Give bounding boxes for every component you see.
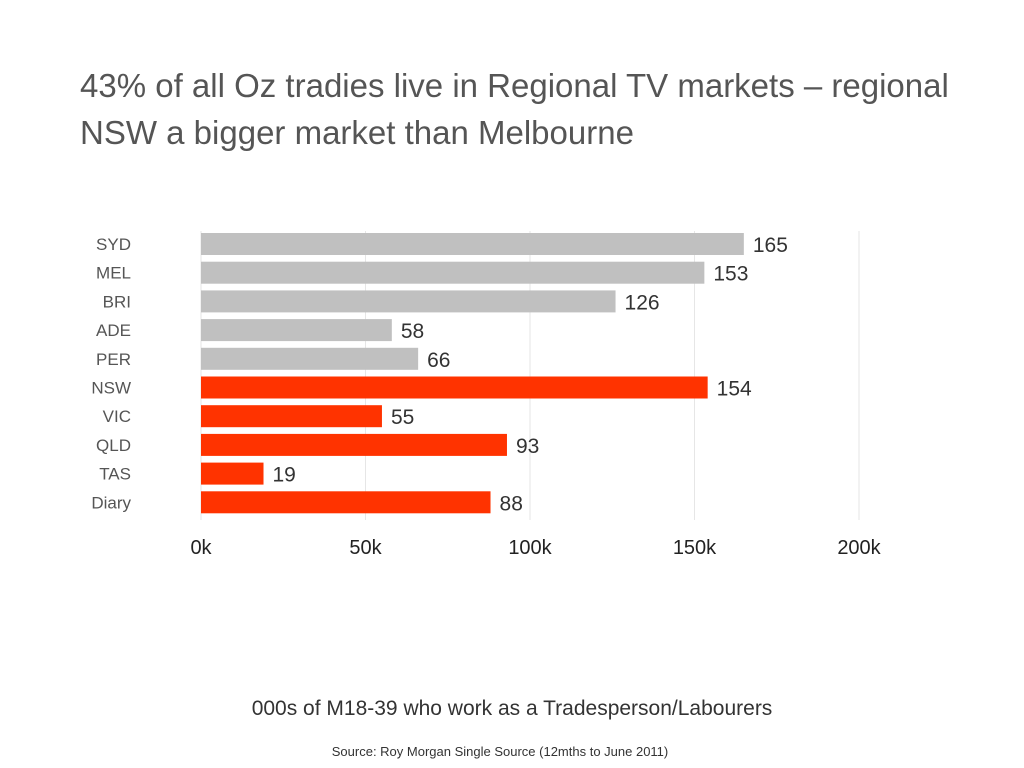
category-label: BRI <box>103 292 131 311</box>
bars <box>201 233 744 514</box>
category-label: QLD <box>96 436 131 455</box>
value-label: 93 <box>516 435 539 458</box>
x-tick-label: 50k <box>349 537 382 559</box>
value-label: 165 <box>753 234 788 257</box>
category-label: ADE <box>96 321 131 340</box>
bar-mel <box>201 261 705 284</box>
category-label: NSW <box>91 379 131 398</box>
bar-vic <box>201 405 382 428</box>
category-label: Diary <box>91 493 131 512</box>
bar-bri <box>201 290 616 313</box>
chart-caption: 000s of M18-39 who work as a Tradesperso… <box>251 697 773 720</box>
source-note: Source: Roy Morgan Single Source (12mths… <box>331 744 669 759</box>
value-label: 19 <box>273 464 296 487</box>
x-tick-label: 100k <box>508 537 552 559</box>
bar-qld <box>201 433 507 456</box>
x-tick-label: 150k <box>673 537 717 559</box>
category-labels: SYD MEL BRI ADE PER NSW VIC QLD TAS Diary <box>91 235 131 512</box>
bar-per <box>201 347 419 370</box>
bar-nsw <box>201 376 708 399</box>
value-label: 88 <box>500 492 523 515</box>
x-axis-tick-labels: 0k 50k 100k 150k 200k <box>190 537 881 559</box>
value-label: 153 <box>713 263 748 286</box>
value-label: 55 <box>391 406 414 429</box>
category-label: MEL <box>96 264 131 283</box>
category-label: SYD <box>96 235 131 254</box>
category-label: VIC <box>103 407 131 426</box>
x-tick-label: 0k <box>190 537 212 559</box>
bar-tas <box>201 462 264 485</box>
slide-title: 43% of all Oz tradies live in Regional T… <box>80 67 949 151</box>
category-label: TAS <box>99 465 131 484</box>
value-label: 126 <box>625 291 660 314</box>
bar-diary <box>201 491 491 514</box>
value-label: 66 <box>427 349 450 372</box>
bar-syd <box>201 233 744 255</box>
value-label: 154 <box>717 378 752 401</box>
bar-ade <box>201 319 392 342</box>
value-label: 58 <box>401 320 424 343</box>
category-label: PER <box>96 350 131 369</box>
x-tick-label: 200k <box>837 537 881 559</box>
